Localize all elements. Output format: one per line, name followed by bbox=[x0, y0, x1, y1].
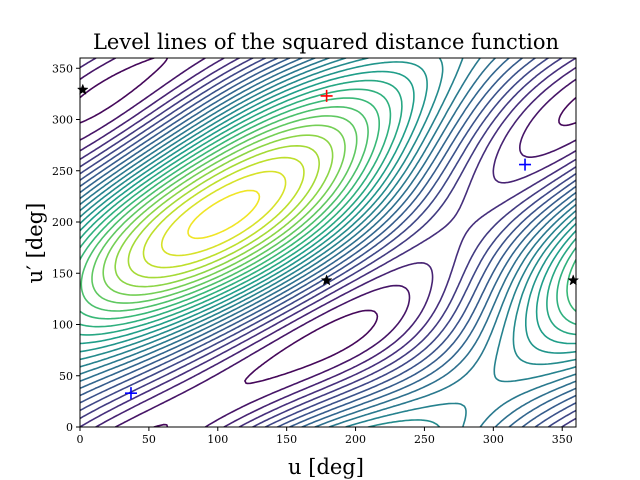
y-axis-label: u′ [deg] bbox=[23, 203, 47, 284]
y-tick-label: 50 bbox=[59, 370, 73, 383]
saddle-marker bbox=[320, 274, 333, 286]
contour-level bbox=[80, 58, 576, 427]
x-tick-label: 100 bbox=[207, 433, 228, 446]
minimum-marker bbox=[124, 387, 137, 400]
maximum-marker bbox=[320, 89, 333, 102]
minimum-marker bbox=[519, 158, 532, 171]
x-tick-label: 350 bbox=[552, 433, 573, 446]
y-tick-label: 150 bbox=[52, 267, 73, 280]
x-tick-label: 150 bbox=[276, 433, 297, 446]
x-tick-label: 0 bbox=[77, 433, 84, 446]
y-tick-label: 350 bbox=[52, 62, 73, 75]
contour-level bbox=[127, 145, 320, 279]
critical-point-markers bbox=[76, 83, 580, 400]
contour-level bbox=[80, 58, 576, 427]
contour-level bbox=[91, 115, 358, 304]
x-tick-label: 50 bbox=[142, 433, 156, 446]
x-tick-label: 250 bbox=[414, 433, 435, 446]
y-tick-label: 300 bbox=[52, 114, 73, 127]
contour-level bbox=[80, 97, 576, 320]
saddle-marker bbox=[567, 274, 580, 286]
x-tick-label: 200 bbox=[345, 433, 366, 446]
y-tick-label: 100 bbox=[52, 319, 73, 332]
contour-level bbox=[142, 156, 305, 269]
contour-level bbox=[80, 58, 576, 427]
contour-level bbox=[80, 70, 576, 345]
contour-level bbox=[114, 134, 334, 288]
x-axis-label: u [deg] bbox=[288, 455, 364, 479]
contour-level bbox=[80, 58, 576, 427]
contour-level bbox=[80, 58, 576, 427]
contour-level bbox=[80, 58, 576, 427]
saddle-marker bbox=[76, 83, 89, 95]
contour-level bbox=[80, 88, 576, 328]
contour-level bbox=[187, 189, 261, 240]
y-tick-label: 200 bbox=[52, 216, 73, 229]
contour-level bbox=[160, 170, 287, 257]
x-axis-ticks: 0 50 100 150 200 250 300 350 bbox=[77, 427, 573, 446]
contour-level bbox=[80, 106, 369, 312]
contour-level bbox=[80, 79, 576, 336]
contour-lines bbox=[80, 58, 576, 427]
plot-frame bbox=[79, 57, 577, 428]
x-tick-label: 300 bbox=[483, 433, 504, 446]
y-tick-label: 250 bbox=[52, 165, 73, 178]
chart-title: Level lines of the squared distance func… bbox=[93, 30, 559, 54]
contour-level bbox=[80, 61, 576, 354]
y-tick-label: 0 bbox=[66, 421, 73, 434]
contour-level bbox=[80, 58, 576, 427]
y-axis-ticks: 0 50 100 150 200 250 300 350 bbox=[52, 62, 80, 434]
contour-level bbox=[102, 124, 346, 296]
contour-level bbox=[80, 58, 576, 427]
contour-level bbox=[80, 58, 576, 427]
contour-level bbox=[80, 58, 576, 427]
contour-level bbox=[80, 58, 576, 427]
contour-level bbox=[80, 58, 576, 427]
contour-level bbox=[80, 58, 576, 427]
